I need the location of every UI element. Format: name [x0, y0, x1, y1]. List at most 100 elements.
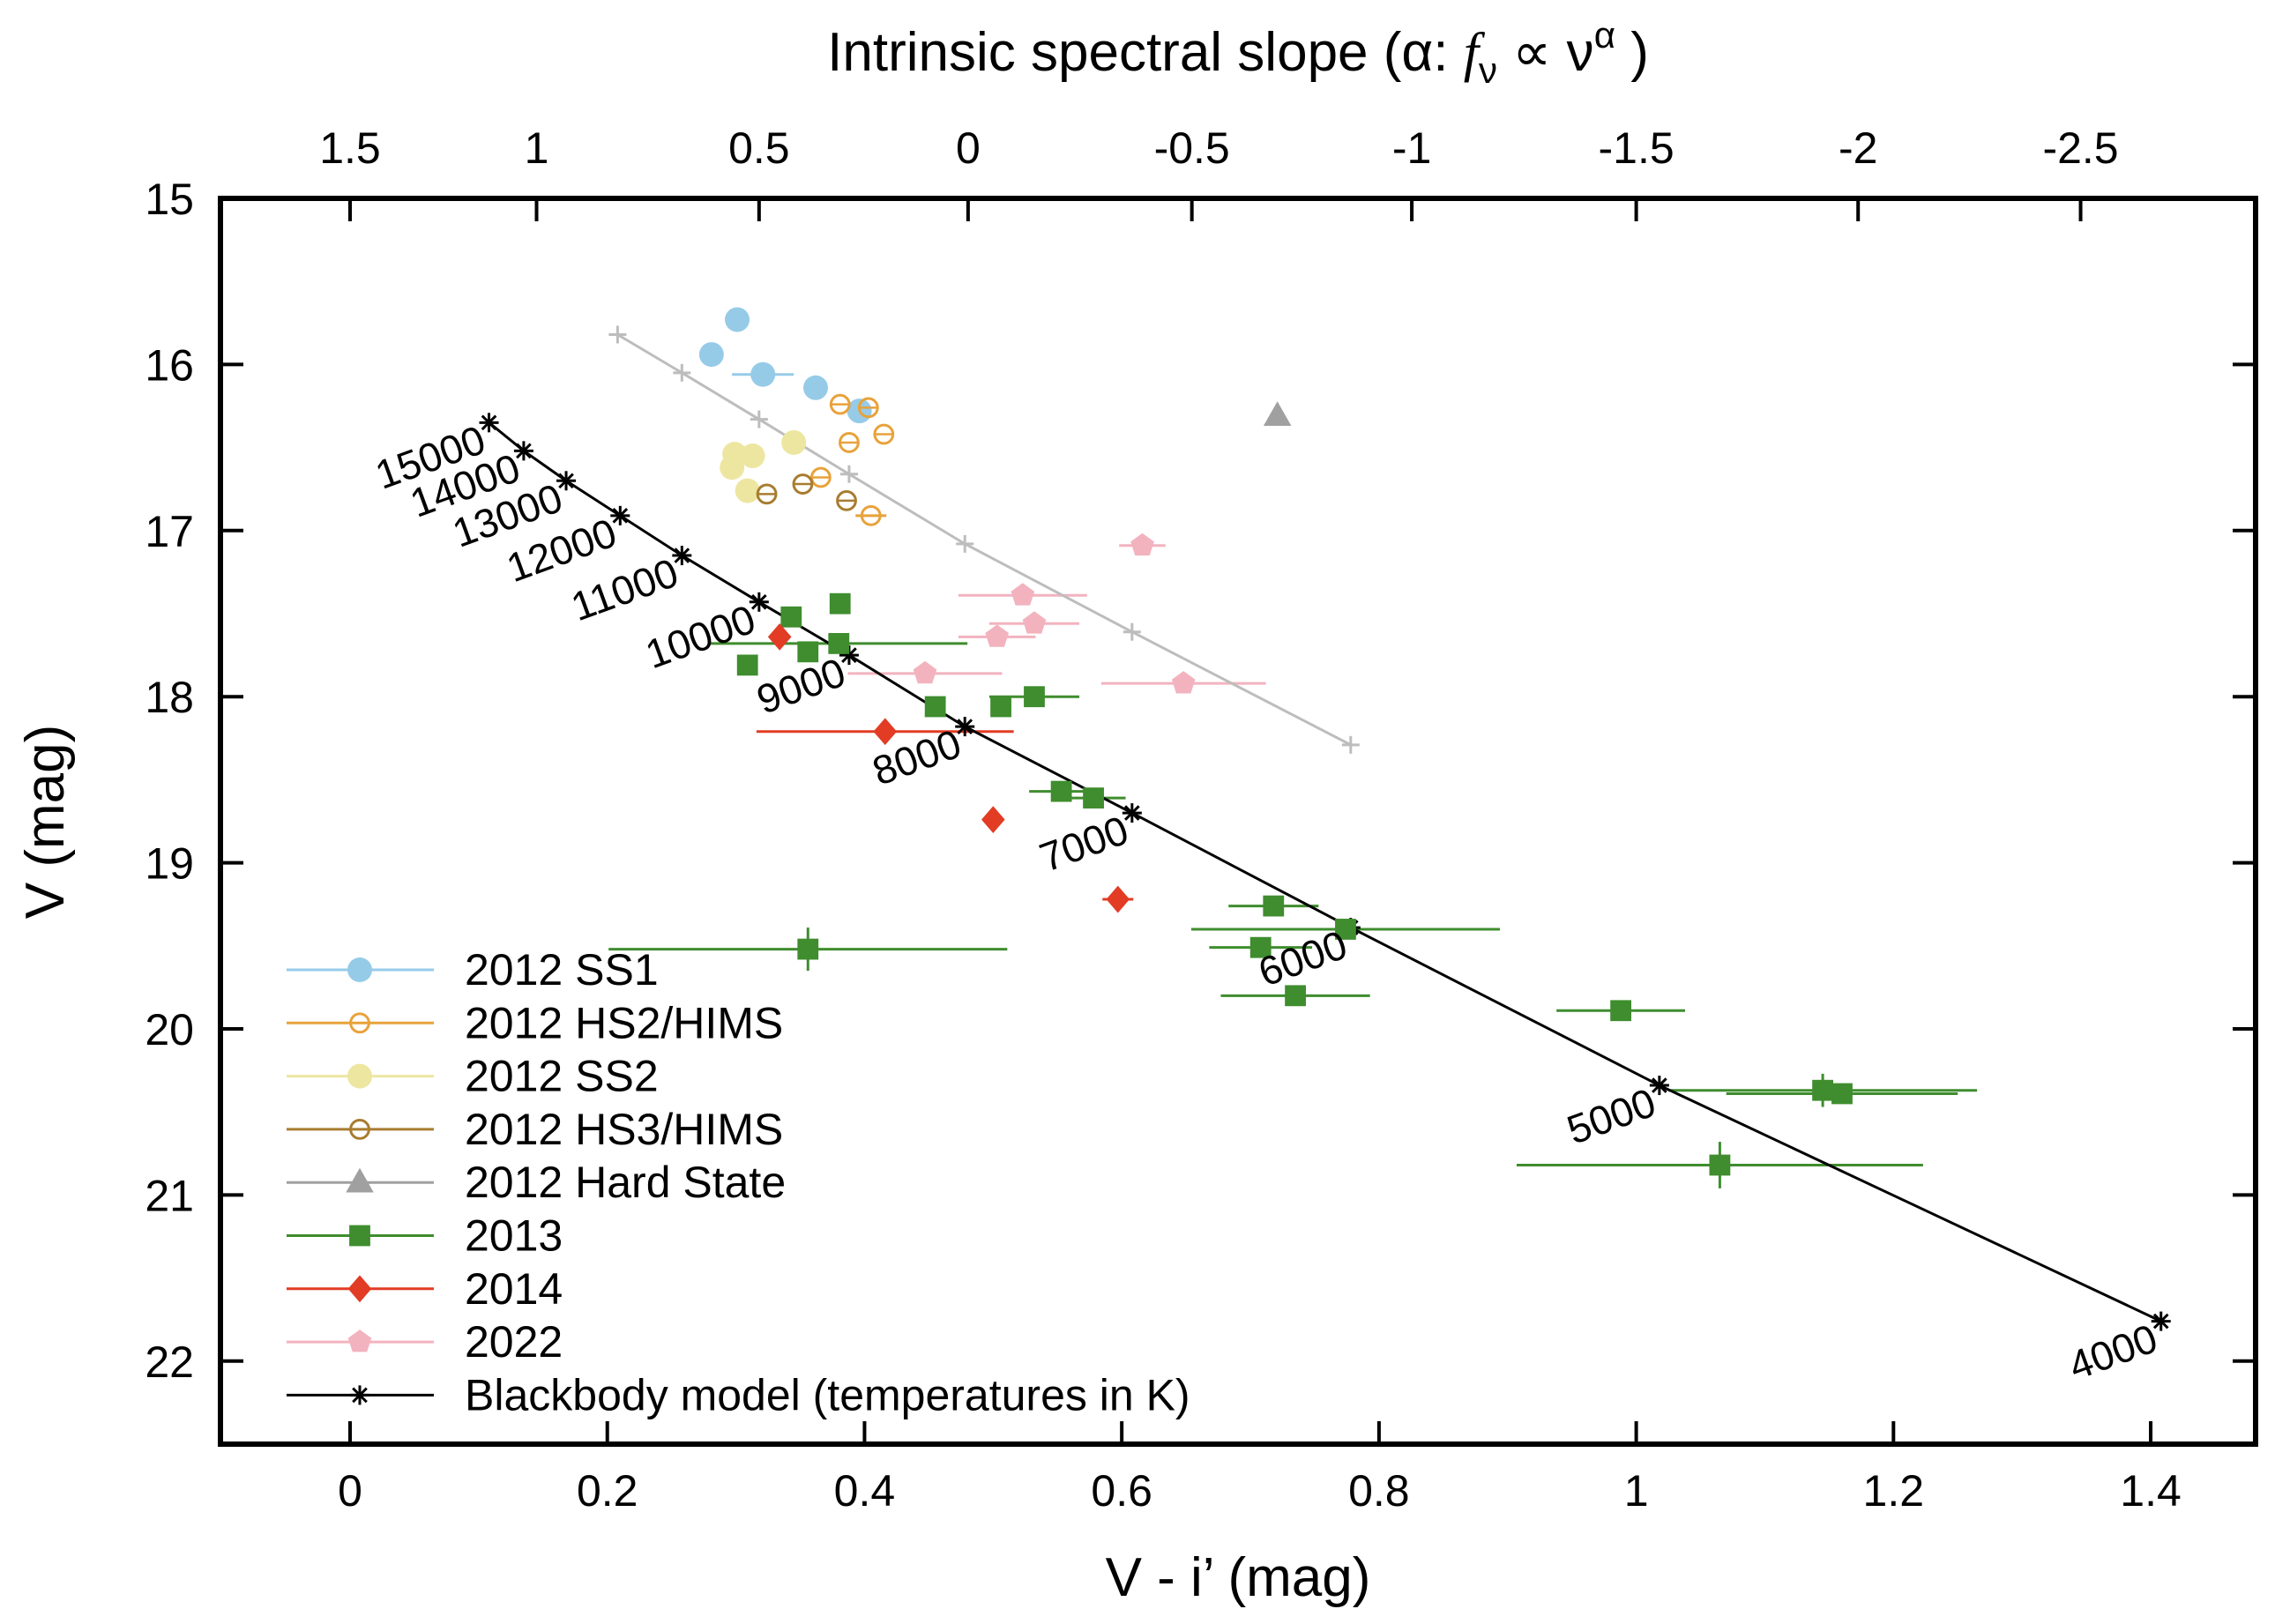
gray-model-point [956, 534, 974, 553]
legend-label: 2012 SS2 [465, 1052, 659, 1101]
top-axis-title: Intrinsic spectral slope (α: fν ∝ να ) [827, 14, 1649, 91]
y-tick-label: 21 [145, 1171, 194, 1220]
data-point [913, 660, 937, 684]
top-axis-title-colon: : [1433, 22, 1463, 83]
blackbody-point [1122, 803, 1142, 823]
legend-marker [347, 1275, 372, 1303]
data-point [781, 429, 807, 455]
legend-marker [350, 1385, 369, 1405]
y-axis-title: V (mag) [15, 725, 76, 919]
blackbody-line [488, 421, 2162, 1322]
x-tick-label: 1.4 [2120, 1466, 2182, 1516]
data-point [1171, 671, 1196, 694]
top-tick-label: -2 [1839, 123, 1877, 173]
data-point [873, 718, 898, 746]
data-point [698, 342, 724, 368]
top-tick-label: -1.5 [1599, 123, 1675, 173]
legend-entry: 2012 Hard State [287, 1158, 786, 1207]
legend-marker [347, 1063, 372, 1089]
temperature-label: 4000 [2062, 1315, 2163, 1389]
legend-entry: 2012 SS2 [287, 1052, 659, 1101]
data-point [1335, 919, 1356, 940]
model-lines [479, 325, 2171, 1331]
data-point [750, 361, 776, 387]
data-point [839, 432, 860, 453]
data-point [720, 455, 745, 480]
legend-label: 2012 SS1 [465, 945, 659, 995]
data-point [735, 478, 760, 503]
data-point [1263, 401, 1292, 427]
data-point [736, 654, 758, 676]
top-axis-title-prefix: Intrinsic spectral slope ( [827, 22, 1402, 83]
marker-stroke [841, 647, 857, 663]
blackbody-point [749, 592, 769, 612]
top-tick-label: -2.5 [2042, 123, 2118, 173]
legend-label: 2022 [465, 1317, 563, 1367]
y-tick-label: 15 [145, 175, 194, 224]
plot-frame [218, 196, 2258, 1447]
temperature-label: 6000 [1252, 921, 1353, 995]
data-point [1106, 885, 1130, 913]
y-tick-label: 16 [145, 340, 194, 390]
top-axis-title-suffix: ) [1615, 22, 1649, 83]
data-point [873, 423, 895, 445]
data-point [1011, 583, 1035, 606]
data-point [924, 696, 946, 718]
legend-marker [347, 1330, 372, 1352]
data-points [698, 307, 1853, 1176]
top-axis-title-prop: ∝ ν [1497, 22, 1594, 83]
top-axis-title-sup: α [1594, 14, 1615, 56]
top-axis-title-alpha: α [1401, 22, 1433, 83]
data-point [836, 489, 857, 511]
data-point [981, 806, 1005, 834]
data-point [1709, 1154, 1731, 1176]
x-tick-label: 1 [1624, 1466, 1649, 1516]
y-tick-label: 17 [145, 507, 194, 556]
data-point [1831, 1083, 1853, 1105]
legend-entry: 2012 HS2/HIMS [287, 998, 783, 1047]
data-point [1610, 1000, 1631, 1022]
data-point [857, 397, 879, 419]
marker-stroke [1652, 1077, 1667, 1093]
marker-stroke [750, 593, 767, 610]
y-tick-label: 18 [145, 673, 194, 722]
top-tick-label: 0 [956, 123, 981, 173]
data-point [1812, 1079, 1833, 1101]
blackbody-point [479, 413, 499, 433]
data-point [803, 375, 829, 400]
axis-ticks [220, 197, 2256, 1444]
data-point [797, 641, 819, 663]
legend-entry: 2012 SS1 [287, 945, 659, 995]
legend-label: 2014 [465, 1264, 563, 1314]
legend-label: 2012 Hard State [465, 1158, 786, 1207]
x-tick-label: 0.8 [1348, 1466, 1410, 1516]
top-tick-label: -1 [1392, 123, 1431, 173]
x-tick-label: 0.6 [1091, 1466, 1152, 1516]
marker-stroke [957, 719, 973, 734]
data-point [860, 504, 882, 526]
legend-marker [349, 1225, 370, 1247]
data-point [1083, 787, 1104, 809]
gray-model-point [750, 410, 768, 428]
data-point [1050, 780, 1072, 802]
legend-label: 2013 [465, 1211, 563, 1261]
legend-marker [347, 957, 372, 982]
tick-labels: 0 0.2 0.4 0.6 0.8 1 1.2 1.4 15 16 17 18 19 20 21 22 1.5 1… [145, 123, 2181, 1516]
legend-label: 2012 HS2/HIMS [465, 998, 783, 1047]
top-tick-label: 1.5 [319, 123, 381, 173]
data-point [1130, 533, 1154, 556]
blackbody-point [955, 717, 975, 737]
x-tick-label: 1.2 [1863, 1466, 1925, 1516]
data-point [829, 592, 851, 615]
y-tick-label: 19 [145, 839, 194, 889]
legend-entry: 2022 [287, 1317, 563, 1367]
x-tick-label: 0 [338, 1466, 362, 1516]
x-tick-label: 0.4 [834, 1466, 896, 1516]
x-tick-label: 0.2 [577, 1466, 638, 1516]
data-point [985, 624, 1009, 647]
top-tick-label: 0.5 [728, 123, 790, 173]
gray-model-point [673, 363, 691, 382]
gray-model-point [1341, 735, 1360, 754]
data-point [780, 606, 802, 628]
blackbody-point [513, 441, 533, 461]
